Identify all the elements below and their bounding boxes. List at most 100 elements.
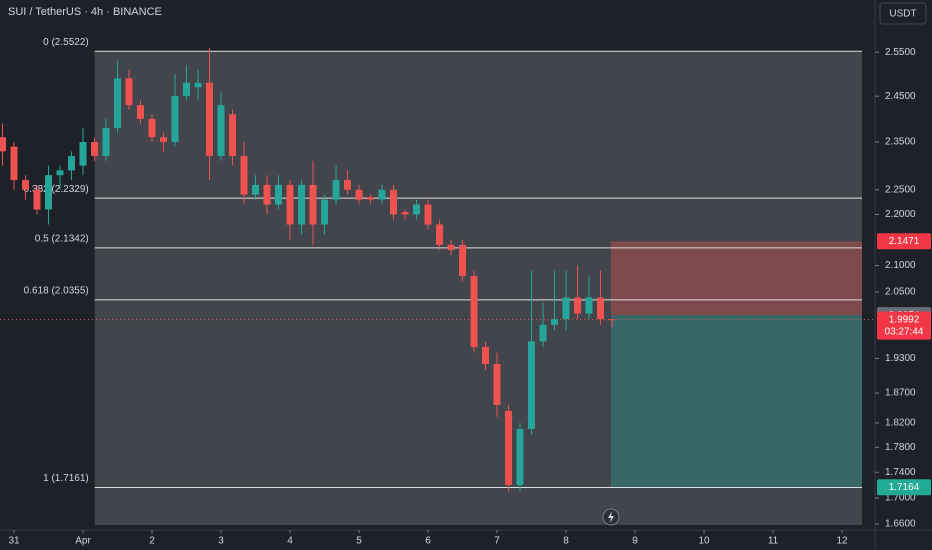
candle-body	[367, 197, 375, 200]
x-tick-label: 5	[356, 536, 362, 547]
stop-label: 1.7164	[889, 482, 920, 493]
candle-body	[459, 244, 467, 277]
last-price-label-bg	[877, 311, 931, 340]
candle-body	[597, 297, 605, 320]
x-tick-label: 3	[218, 536, 224, 547]
y-tick-label: 1.8700	[885, 388, 916, 399]
candle-body	[470, 276, 478, 348]
x-tick-label: 2	[149, 536, 155, 547]
candle-body	[229, 114, 237, 157]
candle-body	[355, 189, 363, 200]
candle-body	[217, 105, 225, 157]
x-tick-label: 12	[836, 536, 848, 547]
candle-body	[585, 297, 593, 314]
candle-body	[194, 82, 202, 88]
fib-label: 0.5 (2.1342)	[35, 233, 89, 244]
candle-body	[343, 180, 351, 190]
plot: 0 (2.5522) 0.382 (2.2329) 0.5 (2.1342) 0.61…	[0, 37, 931, 547]
candle-body	[493, 364, 501, 405]
y-tick-label: 1.7800	[885, 442, 916, 453]
candle-body	[240, 156, 248, 195]
y-tick-label: 2.3500	[885, 137, 916, 148]
candle-body	[286, 184, 294, 225]
last-price-label: 1.9992	[889, 314, 920, 325]
candle-body	[183, 82, 191, 97]
candle-body	[114, 78, 122, 129]
currency-button[interactable]	[879, 2, 927, 25]
candle-body	[274, 184, 282, 205]
y-tick-label: 2.2000	[885, 209, 916, 220]
candle-body	[79, 141, 87, 166]
x-tick-label: 8	[563, 536, 569, 547]
x-tick-label: 9	[632, 536, 638, 547]
x-tick-label: 6	[425, 536, 431, 547]
chart-title: SUI / TetherUS · 4h · BINANCE	[8, 6, 162, 18]
candle-body	[22, 180, 30, 190]
candle-body	[516, 428, 524, 485]
candle-body	[205, 82, 213, 157]
candle-body	[160, 137, 168, 142]
y-tick-label: 1.9300	[885, 353, 916, 364]
candle-body	[412, 204, 420, 215]
candle-body	[67, 156, 75, 171]
x-tick-label: 31	[8, 536, 20, 547]
candle-body	[125, 78, 133, 106]
candle-body	[171, 96, 179, 142]
candle-body	[102, 128, 110, 157]
candle-body	[481, 347, 489, 365]
candle-body	[136, 105, 144, 119]
x-tick-label: 4	[287, 536, 293, 547]
y-tick-label: 1.8200	[885, 418, 916, 429]
candle-body	[424, 204, 432, 225]
fib-label: 0 (2.5522)	[43, 37, 89, 48]
candle-body	[436, 224, 444, 245]
countdown: 03:27:44	[885, 326, 924, 337]
y-tick-label: 2.1000	[885, 260, 916, 271]
position-loss	[610, 315, 863, 488]
candle-body	[539, 324, 547, 342]
candle-body	[309, 184, 317, 225]
fib-label: 1 (1.7161)	[43, 473, 89, 484]
candle-body	[148, 118, 156, 138]
candle-body	[0, 137, 6, 152]
candle-body	[562, 297, 570, 320]
candle-body	[56, 170, 64, 176]
y-tick-label: 2.4500	[885, 91, 916, 102]
candle-body	[45, 175, 53, 210]
candle-body	[550, 319, 558, 325]
candle-body	[390, 189, 398, 215]
x-tick-label: Apr	[75, 536, 91, 547]
y-tick-label: 2.5500	[885, 47, 916, 58]
y-tick-label: 2.0500	[885, 287, 916, 298]
y-tick-label: 1.7000	[885, 492, 916, 503]
fib-label: 0.382 (2.2329)	[24, 184, 89, 195]
y-tick-label: 2.2500	[885, 184, 916, 195]
x-tick-label: 7	[494, 536, 500, 547]
candle-body	[91, 141, 99, 157]
y-tick-label: 1.7400	[885, 467, 916, 478]
target-label: 2.1471	[889, 236, 920, 247]
candle-body	[378, 189, 386, 200]
target-label-bg	[877, 233, 931, 250]
candle-body	[447, 244, 455, 251]
x-tick-label: 10	[698, 536, 710, 547]
event-icon-bolt	[608, 511, 614, 523]
currency[interactable]: USDT	[889, 9, 916, 20]
candle-body	[10, 146, 18, 181]
candle-body	[252, 184, 260, 195]
candle-body	[321, 199, 329, 225]
y-tick-label: 1.6600	[885, 519, 916, 530]
fib-label: 0.618 (2.0355)	[24, 286, 89, 297]
candle-body	[263, 184, 271, 205]
position-profit	[610, 241, 863, 316]
candle-body	[608, 319, 616, 321]
candle-body	[332, 180, 340, 200]
candle-body	[298, 184, 306, 225]
candle-body	[33, 189, 41, 210]
x-tick-label: 11	[768, 536, 779, 547]
candle-body	[528, 341, 536, 429]
stop-label-bg	[877, 479, 931, 496]
candle-body	[401, 211, 409, 215]
candle-body	[574, 297, 582, 314]
